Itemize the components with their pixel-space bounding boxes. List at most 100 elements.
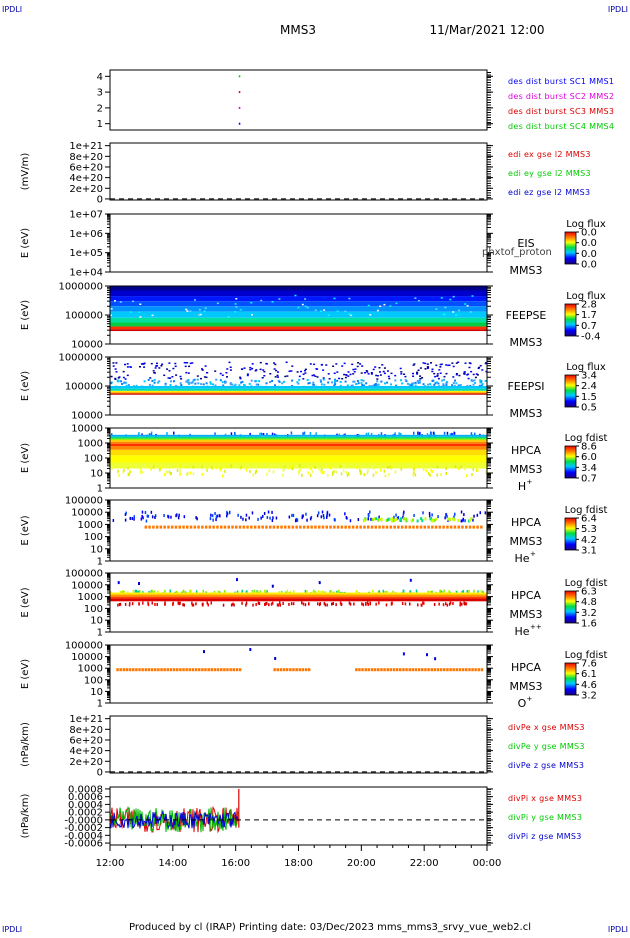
hpca-h-speckle	[321, 471, 324, 475]
hpca-h-speckle	[363, 473, 366, 477]
hpca-o-band-segment	[455, 668, 459, 672]
colorbar-tick-label: 0.5	[581, 403, 597, 414]
hpca-h-speckle	[165, 470, 168, 474]
hpca-o-band-segment	[298, 668, 301, 672]
feepsi-sparse-point	[427, 366, 430, 368]
hpca-he-speckle	[320, 515, 323, 519]
y-tick-label: 10000	[71, 580, 103, 591]
hpca-he-speckle	[178, 513, 180, 517]
hpca-h-speckle	[327, 465, 329, 469]
hpca-he-band-segment	[159, 525, 163, 529]
hpca-he-speckle	[326, 511, 329, 515]
feepsi-sparse-point	[382, 370, 385, 373]
hpca-o-band-segment	[458, 668, 462, 672]
feepsi-sparse-point	[202, 383, 205, 386]
feepsi-sparse-point	[484, 380, 487, 382]
feepse-speckle	[239, 309, 242, 311]
y-tick-label: 1000	[78, 592, 103, 603]
feepsi-sparse-point	[170, 380, 172, 383]
hpca-hepp-speckle	[392, 590, 394, 594]
hpca-hepp-speckle	[409, 602, 411, 606]
hpca-hepp-speckle	[362, 603, 365, 607]
hpca-hepp-speckle	[119, 602, 122, 606]
hpca-he-speckle	[305, 512, 307, 516]
hpca-hepp-speckle	[339, 601, 342, 605]
feepsi-sparse-point	[151, 384, 154, 387]
hpca-hepp-speckle	[304, 589, 307, 593]
hpca-he-speckle	[476, 513, 479, 517]
feepsi-sparse-point	[179, 382, 182, 385]
y-tick-label: 2	[97, 103, 103, 114]
feepsi-sparse-point	[322, 369, 325, 371]
y-tick-label: 100	[84, 675, 103, 686]
feepsi-sparse-point	[439, 366, 442, 368]
feepsi-sparse-point	[231, 383, 234, 386]
feepse-speckle	[452, 295, 455, 298]
hpca-he-band-segment	[480, 525, 483, 529]
feepsi-sparse-point	[431, 370, 434, 373]
hpca-he-band-segment	[186, 525, 189, 529]
hpca-hepp-speckle	[206, 601, 208, 605]
feepse-speckle	[139, 316, 142, 318]
hpca-hepp-speckle	[191, 603, 194, 607]
hpca-he-speckle	[267, 510, 270, 514]
hpca-h-speckle	[430, 469, 432, 473]
feepsi-sparse-point	[338, 377, 341, 380]
hpca-hepp-speckle	[191, 601, 193, 605]
feepse-speckle	[203, 310, 206, 312]
hpca-o-band-segment	[417, 668, 421, 672]
y-tick-label: 8e+20	[69, 152, 103, 163]
hpca-he-speckle	[420, 517, 423, 521]
hpca-o-band-segment	[402, 668, 405, 672]
y-tick-label: 1	[97, 628, 103, 639]
feepsi-sparse-point	[480, 384, 483, 387]
feepsi-sparse-point	[156, 381, 159, 384]
hpca-h-speckle	[319, 469, 322, 473]
hpca-he-speckle	[367, 517, 369, 521]
hpca-o-band-segment	[128, 668, 132, 672]
hpca-hepp-speckle	[385, 603, 388, 607]
feepse-speckle	[367, 304, 370, 307]
hpca-h-speckle	[383, 469, 386, 473]
hpca-hepp-speckle	[164, 602, 166, 606]
feepsi-sparse-point	[434, 375, 437, 378]
hpca-he-speckle	[226, 512, 229, 516]
feepse-speckle	[327, 314, 330, 316]
colorbar-tick-label: 2.8	[581, 300, 597, 311]
y-tick-label: 4e+20	[69, 746, 103, 757]
hpca-hepp-speckle	[382, 589, 385, 593]
feepsi-sparse-point	[126, 374, 129, 377]
feepsi-sparse-point	[399, 379, 402, 382]
feepsi-sparse-point	[285, 361, 288, 363]
feepsi-sparse-point	[474, 376, 477, 379]
feepsi-sparse-point	[226, 368, 229, 370]
hpca-hepp-speckle	[468, 589, 470, 593]
feepsi-sparse-point	[344, 380, 347, 383]
hpca-h-speckle	[151, 466, 153, 469]
hpca-he-band-segment	[208, 525, 212, 529]
feepsi-sparse-point	[171, 376, 174, 378]
hpca-h-speckle	[254, 471, 257, 475]
hpca-h-speckle	[290, 431, 293, 435]
feepsi-sparse-point	[455, 382, 458, 385]
hpca-h-speckle	[214, 432, 216, 436]
feepsi-sparse-point	[229, 369, 232, 371]
hpca-hepp-speckle	[306, 590, 308, 594]
hpca-he-speckle	[431, 513, 433, 517]
feepsi-sparse-point	[288, 370, 291, 372]
hpca-h-speckle	[417, 465, 419, 468]
feepse-speckle	[301, 303, 304, 306]
hpca-hepp-energy-band	[110, 596, 487, 599]
feepsi-sparse-point	[309, 363, 312, 365]
y-tick-label: 1	[97, 557, 103, 568]
hpca-hepp-speckle	[459, 603, 461, 607]
hpca-he-speckle	[453, 518, 456, 522]
hpca-he-speckle	[302, 514, 304, 518]
feepsi-sparse-point	[212, 383, 214, 386]
hpca-hepp-speckle	[448, 590, 450, 593]
colorbar	[564, 662, 577, 696]
hpca-he-speckle	[214, 512, 216, 515]
hpca-he-speckle	[429, 517, 432, 521]
hpca-he-band-segment	[367, 525, 370, 529]
